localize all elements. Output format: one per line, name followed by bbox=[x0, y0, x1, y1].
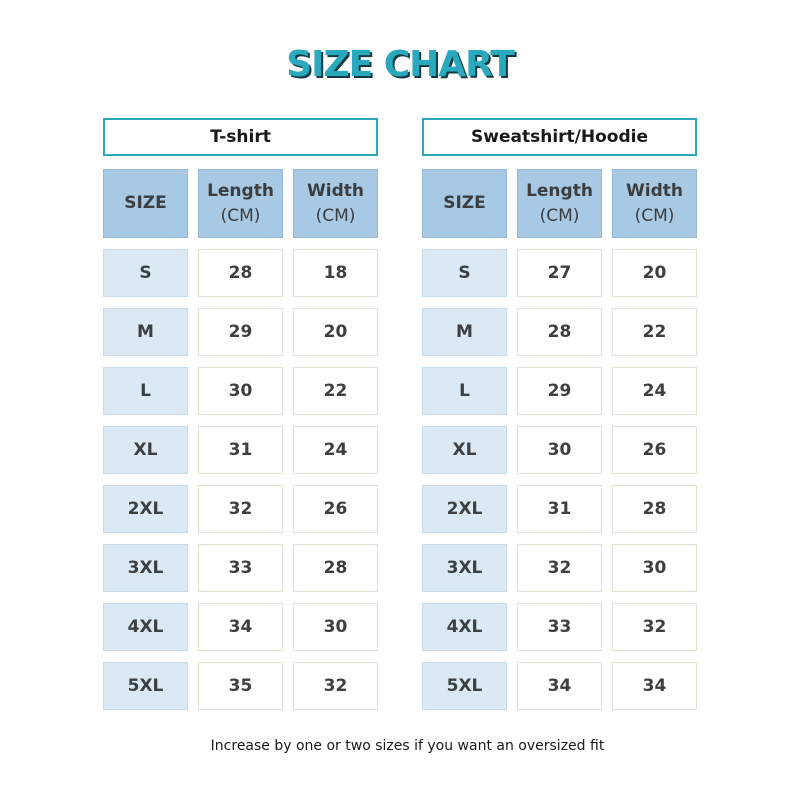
width-cell: 20 bbox=[293, 308, 378, 356]
length-cell: 30 bbox=[198, 367, 283, 415]
column-header-unit: (CM) bbox=[220, 205, 261, 226]
column-header-label: SIZE bbox=[443, 193, 486, 214]
width-cell: 22 bbox=[612, 308, 697, 356]
length-cell: 34 bbox=[198, 603, 283, 651]
length-cell: 27 bbox=[517, 249, 602, 297]
size-cell: M bbox=[103, 308, 188, 356]
length-cell: 28 bbox=[517, 308, 602, 356]
width-cell: 24 bbox=[293, 426, 378, 474]
size-cell: S bbox=[422, 249, 507, 297]
width-cell: 26 bbox=[293, 485, 378, 533]
width-cell: 34 bbox=[612, 662, 697, 710]
length-cell: 34 bbox=[517, 662, 602, 710]
sweatshirt-hoodie-table-header: Sweatshirt/Hoodie bbox=[422, 118, 697, 156]
width-cell: 30 bbox=[612, 544, 697, 592]
tshirt-table-header: T-shirt bbox=[103, 118, 378, 156]
column-header-label: SIZE bbox=[124, 193, 167, 214]
size-cell: 2XL bbox=[103, 485, 188, 533]
column-header-unit: (CM) bbox=[315, 205, 356, 226]
width-cell: 24 bbox=[612, 367, 697, 415]
size-cell: L bbox=[422, 367, 507, 415]
column-header-label: Width bbox=[626, 180, 683, 201]
size-cell: 3XL bbox=[103, 544, 188, 592]
width-cell: 26 bbox=[612, 426, 697, 474]
size-cell: 2XL bbox=[422, 485, 507, 533]
column-header-width: Width (CM) bbox=[612, 169, 697, 238]
page-title: SIZE CHART bbox=[286, 44, 515, 85]
length-cell: 32 bbox=[517, 544, 602, 592]
size-cell: XL bbox=[422, 426, 507, 474]
column-header-size: SIZE bbox=[422, 169, 507, 238]
size-cell: L bbox=[103, 367, 188, 415]
width-cell: 32 bbox=[612, 603, 697, 651]
length-cell: 28 bbox=[198, 249, 283, 297]
column-header-length: Length (CM) bbox=[198, 169, 283, 238]
length-cell: 32 bbox=[198, 485, 283, 533]
column-header-size: SIZE bbox=[103, 169, 188, 238]
length-cell: 31 bbox=[517, 485, 602, 533]
size-cell: S bbox=[103, 249, 188, 297]
size-cell: 5XL bbox=[422, 662, 507, 710]
column-header-unit: (CM) bbox=[539, 205, 580, 226]
column-header-unit: (CM) bbox=[634, 205, 675, 226]
size-cell: XL bbox=[103, 426, 188, 474]
column-header-length: Length (CM) bbox=[517, 169, 602, 238]
column-header-label: Width bbox=[307, 180, 364, 201]
length-cell: 31 bbox=[198, 426, 283, 474]
length-cell: 33 bbox=[517, 603, 602, 651]
width-cell: 18 bbox=[293, 249, 378, 297]
size-cell: 5XL bbox=[103, 662, 188, 710]
width-cell: 28 bbox=[612, 485, 697, 533]
length-cell: 33 bbox=[198, 544, 283, 592]
size-cell: 3XL bbox=[422, 544, 507, 592]
length-cell: 29 bbox=[198, 308, 283, 356]
column-header-label: Length bbox=[526, 180, 593, 201]
length-cell: 29 bbox=[517, 367, 602, 415]
width-cell: 20 bbox=[612, 249, 697, 297]
width-cell: 28 bbox=[293, 544, 378, 592]
width-cell: 30 bbox=[293, 603, 378, 651]
column-header-label: Length bbox=[207, 180, 274, 201]
length-cell: 35 bbox=[198, 662, 283, 710]
width-cell: 22 bbox=[293, 367, 378, 415]
size-cell: 4XL bbox=[422, 603, 507, 651]
size-cell: M bbox=[422, 308, 507, 356]
column-header-width: Width (CM) bbox=[293, 169, 378, 238]
length-cell: 30 bbox=[517, 426, 602, 474]
size-cell: 4XL bbox=[103, 603, 188, 651]
width-cell: 32 bbox=[293, 662, 378, 710]
oversized-fit-note: Increase by one or two sizes if you want… bbox=[210, 738, 605, 754]
